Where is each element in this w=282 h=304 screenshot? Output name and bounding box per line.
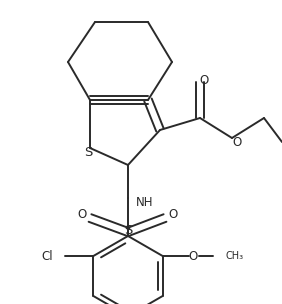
Text: S: S [84, 147, 92, 160]
Text: Cl: Cl [42, 250, 53, 262]
Text: O: O [188, 250, 197, 262]
Text: O: O [168, 208, 178, 220]
Text: CH₃: CH₃ [226, 251, 244, 261]
Text: O: O [232, 136, 242, 150]
Text: O: O [77, 208, 87, 220]
Text: S: S [124, 223, 132, 237]
Text: O: O [199, 74, 209, 87]
Text: NH: NH [136, 196, 153, 209]
